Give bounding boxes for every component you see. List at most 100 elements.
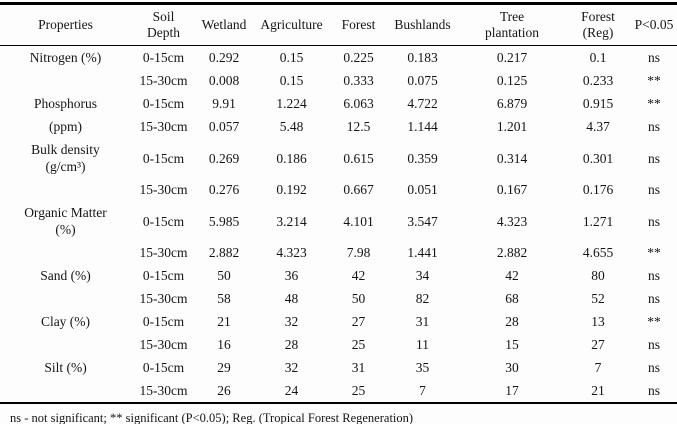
property-line: (ppm) (49, 119, 82, 134)
value-cell: 0.915 (582, 96, 614, 111)
significance-cell: ** (647, 245, 661, 260)
value-cell: 0.667 (343, 182, 374, 197)
column-header-line: Wetland (201, 17, 247, 32)
table-row: Sand (%) 0-15cm 50 36 42 34 42 80 ns (0, 264, 677, 287)
value-cell: 5.48 (279, 119, 304, 134)
property-line: Phosphorus (33, 96, 97, 111)
column-header-7: Forest (Reg) (565, 3, 631, 46)
value-cell: 4.101 (343, 213, 374, 229)
value-cell: 0.051 (407, 182, 438, 197)
soil-depth-cell: 15-30cm (131, 379, 196, 404)
property-line: Silt (%) (44, 360, 87, 375)
value-cell: 4.722 (407, 96, 438, 111)
value-cell: 7 (386, 379, 459, 404)
table-row: 15-30cm 26 24 25 7 17 21 ns (0, 379, 677, 404)
value-cell: 6.879 (496, 96, 528, 111)
value-cell: 48 (284, 291, 299, 306)
table-row: 15-30cm 0.276 0.192 0.667 0.051 0.167 0.176 ns (0, 178, 677, 201)
value-cell: 13 (591, 314, 605, 329)
property-cell: Clay (%) (0, 310, 131, 333)
column-header-4: Forest (331, 3, 386, 46)
significance-cell: ns (647, 213, 660, 229)
value-cell: 31 (415, 314, 430, 329)
column-header-line: Agriculture (260, 17, 323, 32)
value-cell: 34 (415, 268, 430, 283)
value-cell: 4.323 (496, 213, 528, 229)
value-cell: 29 (217, 360, 231, 375)
table-row: Bulk density (g/cm³) 0-15cm 0.269 0.186 0.615… (0, 138, 677, 178)
value-cell: 50 (351, 291, 366, 306)
property-cell (0, 379, 131, 404)
property-line: (g/cm³) (45, 159, 86, 174)
value-cell: 2.882 (496, 245, 528, 260)
column-header-2: Wetland (196, 3, 252, 46)
column-header-line: plantation (485, 25, 539, 40)
significance-cell: ns (647, 119, 660, 134)
value-cell: 7.98 (346, 245, 371, 260)
property-cell (0, 69, 131, 92)
value-cell: 1.144 (407, 119, 438, 134)
value-cell: 0.192 (276, 182, 307, 197)
value-cell: 0.057 (208, 119, 240, 134)
column-header-3: Agriculture (252, 3, 331, 46)
value-cell: 25 (331, 379, 386, 404)
significance-cell: ** (647, 314, 661, 329)
soil-depth-cell: 0-15cm (142, 213, 185, 229)
value-cell: 27 (591, 337, 605, 352)
property-cell: Nitrogen (%) (0, 46, 131, 70)
soil-depth-cell: 15-30cm (139, 337, 188, 352)
value-cell: 1.441 (407, 245, 438, 260)
table-row: Clay (%) 0-15cm 21 32 27 31 28 13 ** (0, 310, 677, 333)
value-cell: 0.333 (343, 73, 374, 88)
value-cell: 28 (284, 337, 299, 352)
value-cell: 0.167 (496, 182, 528, 197)
value-cell: 5.985 (208, 213, 240, 229)
value-cell: 0.125 (496, 73, 528, 88)
value-cell: 0.269 (208, 150, 240, 166)
column-header-6: Tree plantation (459, 3, 565, 46)
property-line: Nitrogen (%) (29, 50, 102, 65)
soil-depth-cell: 15-30cm (139, 245, 188, 260)
value-cell: 0.008 (208, 73, 240, 88)
table-row: 15-30cm 58 48 50 82 68 52 ns (0, 287, 677, 310)
table-header: Properties Soil Depth Wetland Agriculture For… (0, 3, 677, 46)
value-cell: 3.214 (276, 213, 307, 229)
value-cell: 0.217 (496, 50, 528, 65)
column-header-0: Properties (0, 3, 131, 46)
significance-cell: ns (647, 150, 660, 166)
significance-cell: ns (647, 50, 660, 65)
table-row: Organic Matter (%) 0-15cm 5.985 3.214 4.101 3.… (0, 201, 677, 241)
property-cell (0, 178, 131, 201)
value-cell: 32 (284, 360, 299, 375)
value-cell: 28 (505, 314, 519, 329)
value-cell: 21 (565, 379, 631, 404)
soil-depth-cell: 0-15cm (142, 150, 185, 166)
value-cell: 7 (594, 360, 602, 375)
value-cell: 21 (217, 314, 231, 329)
value-cell: 58 (217, 291, 231, 306)
value-cell: 50 (217, 268, 231, 283)
value-cell: 1.201 (496, 119, 528, 134)
value-cell: 26 (196, 379, 252, 404)
value-cell: 0.314 (496, 150, 528, 166)
soil-depth-cell: 15-30cm (139, 182, 188, 197)
significance-cell: ns (647, 182, 660, 197)
value-cell: 0.359 (407, 150, 438, 166)
value-cell: 11 (416, 337, 429, 352)
soil-depth-cell: 0-15cm (142, 314, 185, 329)
significance-cell: ** (647, 73, 661, 88)
value-cell: 0.075 (407, 73, 438, 88)
property-line: (%) (55, 222, 76, 237)
table-row: 15-30cm 16 28 25 11 15 27 ns (0, 333, 677, 356)
table-body: Nitrogen (%) 0-15cm 0.292 0.15 0.225 0.183 0.2… (0, 46, 677, 404)
property-line: Bulk density (31, 142, 100, 157)
value-cell: 24 (252, 379, 331, 404)
table-row: Nitrogen (%) 0-15cm 0.292 0.15 0.225 0.183 0.2… (0, 46, 677, 70)
value-cell: 31 (351, 360, 366, 375)
value-cell: 1.271 (582, 213, 614, 229)
value-cell: 36 (284, 268, 299, 283)
column-header-line: P<0.05 (634, 17, 674, 32)
value-cell: 80 (591, 268, 605, 283)
value-cell: 0.615 (343, 150, 374, 166)
